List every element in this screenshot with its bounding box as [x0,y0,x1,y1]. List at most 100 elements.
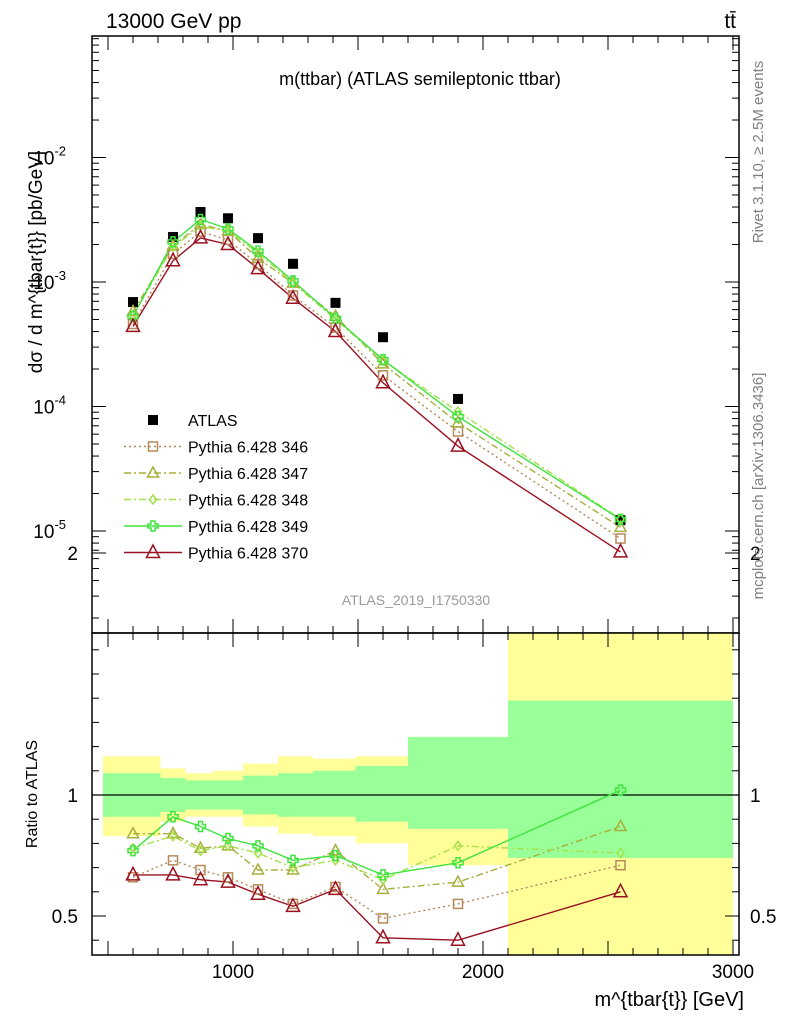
data-point-pythia-6-428-346 [377,370,389,381]
data-point-pythia-6-428-370 [220,235,236,251]
data-point-pythia-6-428-348 [253,247,263,259]
legend-marker-pythia-6-428-370 [145,543,161,559]
ratio-point-pythia-6-428-347 [166,826,180,839]
stat-uncertainty-band [313,770,356,817]
energy-label: 13000 GeV pp [106,10,241,33]
x-axis-label: m^{tbar{t}} [GeV] [595,989,744,1011]
ratio-point-pythia-6-428-370 [327,880,344,896]
data-point-pythia-6-428-349 [377,353,389,366]
stat-uncertainty-band [508,700,733,858]
ratio-point-pythia-6-428-347 [251,862,265,875]
data-point-pythia-6-428-349 [287,275,299,287]
ratio-point-pythia-6-428-346 [252,884,264,895]
ratio-axis-ticks: 0.5 0.5 1 1 2 2 1000 2000 3000 [52,544,777,983]
ratio-point-pythia-6-428-346 [167,855,179,866]
series-line-pythia-6-428-370 [132,237,621,553]
data-point-pythia-6-428-370 [165,251,181,267]
ratio-point-pythia-6-428-349 [194,820,207,833]
legend-label-atlas: ATLAS [188,413,238,430]
y-tick-label: 10-5 [33,517,66,543]
legend-marker-pythia-6-428-347 [146,465,160,478]
ratio-point-pythia-6-428-346 [615,859,626,871]
legend-label-pythia-6-428-347: Pythia 6.428 347 [188,466,308,483]
ratio-line-pythia-6-428-347 [133,825,621,891]
ratio-point-pythia-6-428-348 [288,861,298,874]
ratio-y-tick-label-right: 1 [750,786,761,807]
rivet-label: Rivet 3.1.10, ≥ 2.5M events [750,61,767,244]
ratio-point-pythia-6-428-370 [375,928,391,944]
data-point-pythia-6-428-349 [252,245,264,257]
data-point-atlas [378,332,388,343]
data-point-pythia-6-428-347 [126,303,140,317]
legend-label-pythia-6-428-348: Pythia 6.428 348 [188,493,308,510]
y-tick-label: 10-3 [33,268,66,294]
data-point-pythia-6-428-370 [450,437,466,452]
main-plot-panel: 10-5 10-4 10-3 10-2 m(ttbar) (ATLAS semilep… [26,35,740,634]
ratio-point-pythia-6-428-348 [168,830,178,842]
data-point-pythia-6-428-346 [615,533,626,544]
ratio-point-pythia-6-428-349 [452,857,464,869]
ratio-point-pythia-6-428-370 [250,885,266,900]
ratio-point-pythia-6-428-347 [376,881,390,895]
ratio-y-axis-label: Ratio to ATLAS [24,740,41,848]
series-line-pythia-6-428-347 [132,223,621,528]
ratio-point-pythia-6-428-348 [616,847,625,859]
ratio-point-pythia-6-428-347 [126,826,140,839]
ratio-point-pythia-6-428-370 [450,931,466,946]
mcplots-label: mcplots.cern.ch [arXiv:1306.3436] [750,373,767,600]
analysis-tag: ATLAS_2019_I1750330 [342,592,491,608]
ratio-plot-frame [91,632,740,956]
main-y-axis-label: dσ / d m^{tbar{t}} [pb/GeV] [26,151,47,373]
data-point-pythia-6-428-349 [222,223,234,235]
ratio-line-pythia-6-428-348 [132,835,621,881]
ratio-line-pythia-6-428-370 [133,874,621,941]
data-point-pythia-6-428-347 [613,519,628,533]
legend-marker-atlas [148,415,158,425]
data-point-pythia-6-428-370 [125,317,141,333]
main-axis-ticks: 10-5 10-4 10-3 10-2 [33,36,739,633]
ratio-point-pythia-6-428-347 [193,840,208,853]
ratio-point-pythia-6-428-347 [451,874,465,887]
data-point-pythia-6-428-370 [250,259,266,275]
ratio-point-pythia-6-428-349 [252,840,264,852]
ratio-point-pythia-6-428-348 [453,840,463,852]
ratio-point-pythia-6-428-349 [222,832,234,845]
ratio-point-pythia-6-428-370 [220,872,236,888]
ratio-point-pythia-6-428-346 [377,913,389,924]
legend-label-pythia-6-428-349: Pythia 6.428 349 [188,519,308,536]
data-point-atlas [330,297,341,308]
main-plot-content [125,206,629,558]
stat-uncertainty-band [408,736,508,829]
legend-marker-pythia-6-428-346 [147,441,159,452]
ratio-y-tick-label-right: 0.5 [750,907,776,928]
ratio-point-pythia-6-428-346 [222,872,234,883]
ratio-point-pythia-6-428-349 [167,811,179,823]
data-point-atlas [453,393,463,404]
ratio-point-pythia-6-428-370 [165,865,181,881]
ratio-plot-content [92,633,739,955]
data-point-atlas [288,258,298,269]
legend: ATLAS Pythia 6.428 346 Pythia 6.428 347 Pyt… [124,413,308,563]
data-point-pythia-6-428-370 [327,322,344,338]
data-point-pythia-6-428-349 [194,213,207,226]
stat-uncertainty-band [355,765,408,822]
ratio-plot-panel: 0.5 0.5 1 1 2 2 1000 2000 3000 Ratio to ATLAS m^… [24,544,776,1011]
process-label: tt̄ [724,10,736,33]
ratio-point-pythia-6-428-348 [223,840,233,852]
ratio-point-pythia-6-428-348 [253,847,263,859]
ratio-point-pythia-6-428-349 [329,849,342,862]
legend-marker-pythia-6-428-349 [147,520,159,532]
data-point-pythia-6-428-348 [453,405,463,418]
data-point-pythia-6-428-370 [375,373,391,389]
data-point-atlas [195,206,206,217]
data-point-atlas [253,233,263,244]
x-tick-label: 2000 [462,962,504,983]
data-point-pythia-6-428-348 [288,277,298,289]
ratio-y-tick-label: 2 [67,544,78,565]
legend-label-pythia-6-428-346: Pythia 6.428 346 [188,440,308,457]
data-point-pythia-6-428-349 [614,513,627,526]
legend-marker-pythia-6-428-348 [148,493,158,506]
data-point-pythia-6-428-349 [167,236,179,248]
series-line-pythia-6-428-349 [132,218,621,520]
